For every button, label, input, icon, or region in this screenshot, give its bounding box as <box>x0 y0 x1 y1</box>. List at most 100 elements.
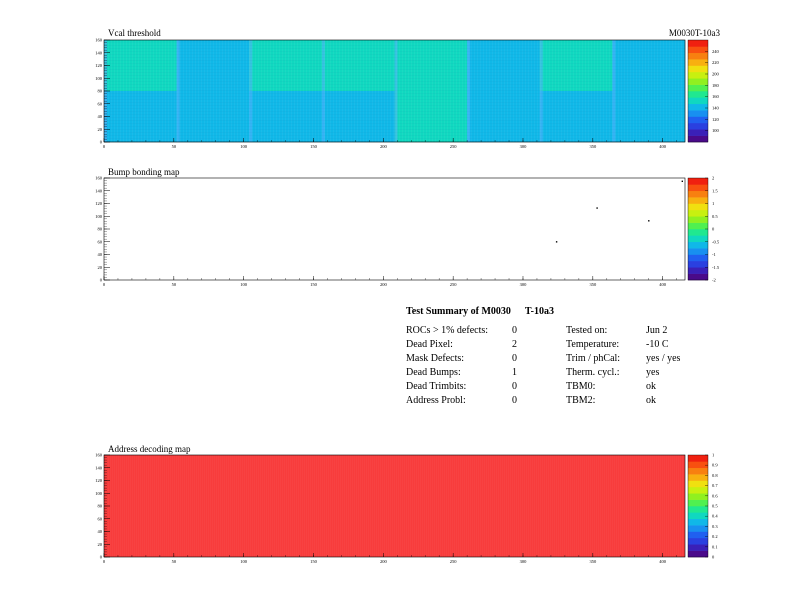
summary-right-row: TBM0: ok <box>566 380 756 393</box>
vcal-x-axis: 0 50 100 150 200 250 300 350 400 <box>103 138 677 149</box>
x-tick-label: 300 <box>520 559 528 564</box>
summary-right-label: TBM2: <box>566 395 596 406</box>
summary-left-label: Dead Bumps: <box>406 367 461 378</box>
y-tick-label: 120 <box>95 478 103 483</box>
color-scale-label: 0 <box>712 227 715 232</box>
dead-bump-point <box>555 241 558 243</box>
color-scale-label: 0.5 <box>712 214 718 219</box>
color-scale-segment <box>688 97 708 105</box>
summary-left-value: 0 <box>512 353 517 364</box>
color-scale-label: 220 <box>712 60 720 65</box>
x-tick-label: 400 <box>659 144 667 149</box>
y-tick-label: 100 <box>95 491 103 496</box>
color-scale-segment <box>688 493 708 500</box>
test-summary: Test Summary of M0030 T-10a3 ROCs > 1% de… <box>400 300 760 410</box>
color-scale-segment <box>688 216 708 223</box>
color-scale-label: 0.3 <box>712 524 718 529</box>
x-tick-label: 250 <box>450 144 458 149</box>
color-scale-label: 0.2 <box>712 534 718 539</box>
color-scale-label: 160 <box>712 94 720 99</box>
vcal-threshold-title: Vcal threshold <box>108 28 161 38</box>
bump-y-axis: 0 20 40 60 80 100 120 140 160 <box>95 176 110 283</box>
summary-left-value: 0 <box>512 395 517 406</box>
y-tick-label: 160 <box>95 453 103 458</box>
color-scale-segment <box>688 78 708 85</box>
color-scale-segment <box>688 260 708 268</box>
color-scale-segment <box>688 273 708 281</box>
x-tick-label: 350 <box>589 144 597 149</box>
color-scale-segment <box>688 229 708 236</box>
summary-left-row: Dead Pixel: 2 <box>406 338 556 351</box>
color-scale-label: 0.8 <box>712 473 718 478</box>
summary-left-row: Dead Bumps: 1 <box>406 366 556 379</box>
color-scale-label: 0.6 <box>712 493 718 498</box>
color-scale-segment <box>688 254 708 262</box>
color-scale-label: -1.5 <box>712 265 720 270</box>
color-scale-segment <box>688 525 708 532</box>
color-scale-segment <box>688 461 708 469</box>
color-scale-segment <box>688 499 708 507</box>
summary-left-label: Dead Pixel: <box>406 339 453 350</box>
color-scale-segment <box>688 71 708 79</box>
x-tick-label: 400 <box>659 282 667 287</box>
color-scale-label: 240 <box>712 49 720 54</box>
color-scale-segment <box>688 486 708 494</box>
x-tick-label: 350 <box>589 282 597 287</box>
y-tick-label: 80 <box>98 504 103 509</box>
y-tick-label: 120 <box>95 63 103 68</box>
color-scale-segment <box>688 474 708 481</box>
panel-address-decoding: Address decoding map 0 50 100 150 200 250 300 3… <box>95 444 718 564</box>
color-scale-segment <box>688 197 708 204</box>
address-color-scale: 0 0.1 0.2 0.3 0.4 0.5 0.6 0.7 0.8 0.9 1 <box>687 453 718 560</box>
summary-right-label: Trim / phCal: <box>566 353 621 364</box>
y-tick-label: 140 <box>95 50 103 55</box>
y-tick-label: 20 <box>98 265 103 270</box>
vcal-y-axis: 0 20 40 60 80 100 120 140 160 <box>95 38 110 145</box>
color-scale-segment <box>688 84 708 92</box>
color-scale-segment <box>688 512 708 520</box>
color-scale-label: 200 <box>712 72 720 77</box>
x-tick-label: 150 <box>310 282 318 287</box>
color-scale-segment <box>688 550 708 558</box>
y-tick-label: 160 <box>95 38 103 43</box>
address-decoding-title: Address decoding map <box>108 444 191 454</box>
y-tick-label: 20 <box>98 127 103 132</box>
color-scale-segment <box>688 248 708 255</box>
module-id: M0030T-10a3 <box>669 28 721 38</box>
summary-right-value: yes <box>646 367 660 378</box>
summary-left-value: 0 <box>512 381 517 392</box>
y-tick-label: 60 <box>98 516 103 521</box>
dead-bump-point <box>681 180 684 182</box>
summary-test-tag: T-10a3 <box>524 306 554 317</box>
color-scale-segment <box>688 537 708 545</box>
y-tick-label: 0 <box>100 140 103 145</box>
color-scale-segment <box>688 110 708 117</box>
x-tick-label: 100 <box>240 282 248 287</box>
color-scale-segment <box>688 190 708 198</box>
panel-vcal-threshold: Vcal threshold 0 50 100 150 200 250 300 350 400 … <box>95 28 719 149</box>
summary-left-row: Mask Defects: 0 <box>406 352 556 365</box>
summary-right-row: TBM2: ok <box>566 394 756 407</box>
x-tick-label: 100 <box>240 559 248 564</box>
bump-color-scale: -2 -1.5 -1 -0.5 0 0.5 1 1.5 2 <box>687 176 720 283</box>
color-scale-segment <box>688 46 708 54</box>
summary-right-value: -10 C <box>646 339 669 350</box>
y-tick-label: 140 <box>95 465 103 470</box>
color-scale-label: 180 <box>712 83 720 88</box>
y-tick-label: 80 <box>98 227 103 232</box>
color-scale-label: 1.5 <box>712 188 718 193</box>
vcal-color-scale: 100 120 140 160 180 200 220 240 <box>687 39 720 143</box>
color-scale-label: 1 <box>712 201 714 206</box>
y-tick-label: 0 <box>100 278 103 283</box>
summary-right-value: Jun 2 <box>646 325 668 336</box>
summary-left-label: Mask Defects: <box>406 353 465 364</box>
x-tick-label: 50 <box>172 559 177 564</box>
color-scale-segment <box>688 122 708 130</box>
color-scale-segment <box>688 235 708 243</box>
summary-right-label: Therm. cycl.: <box>566 367 620 378</box>
bump-points <box>555 180 684 243</box>
y-tick-label: 40 <box>98 252 103 257</box>
color-scale-label: 0.4 <box>712 514 718 519</box>
bump-bonding-title: Bump bonding map <box>108 167 180 177</box>
